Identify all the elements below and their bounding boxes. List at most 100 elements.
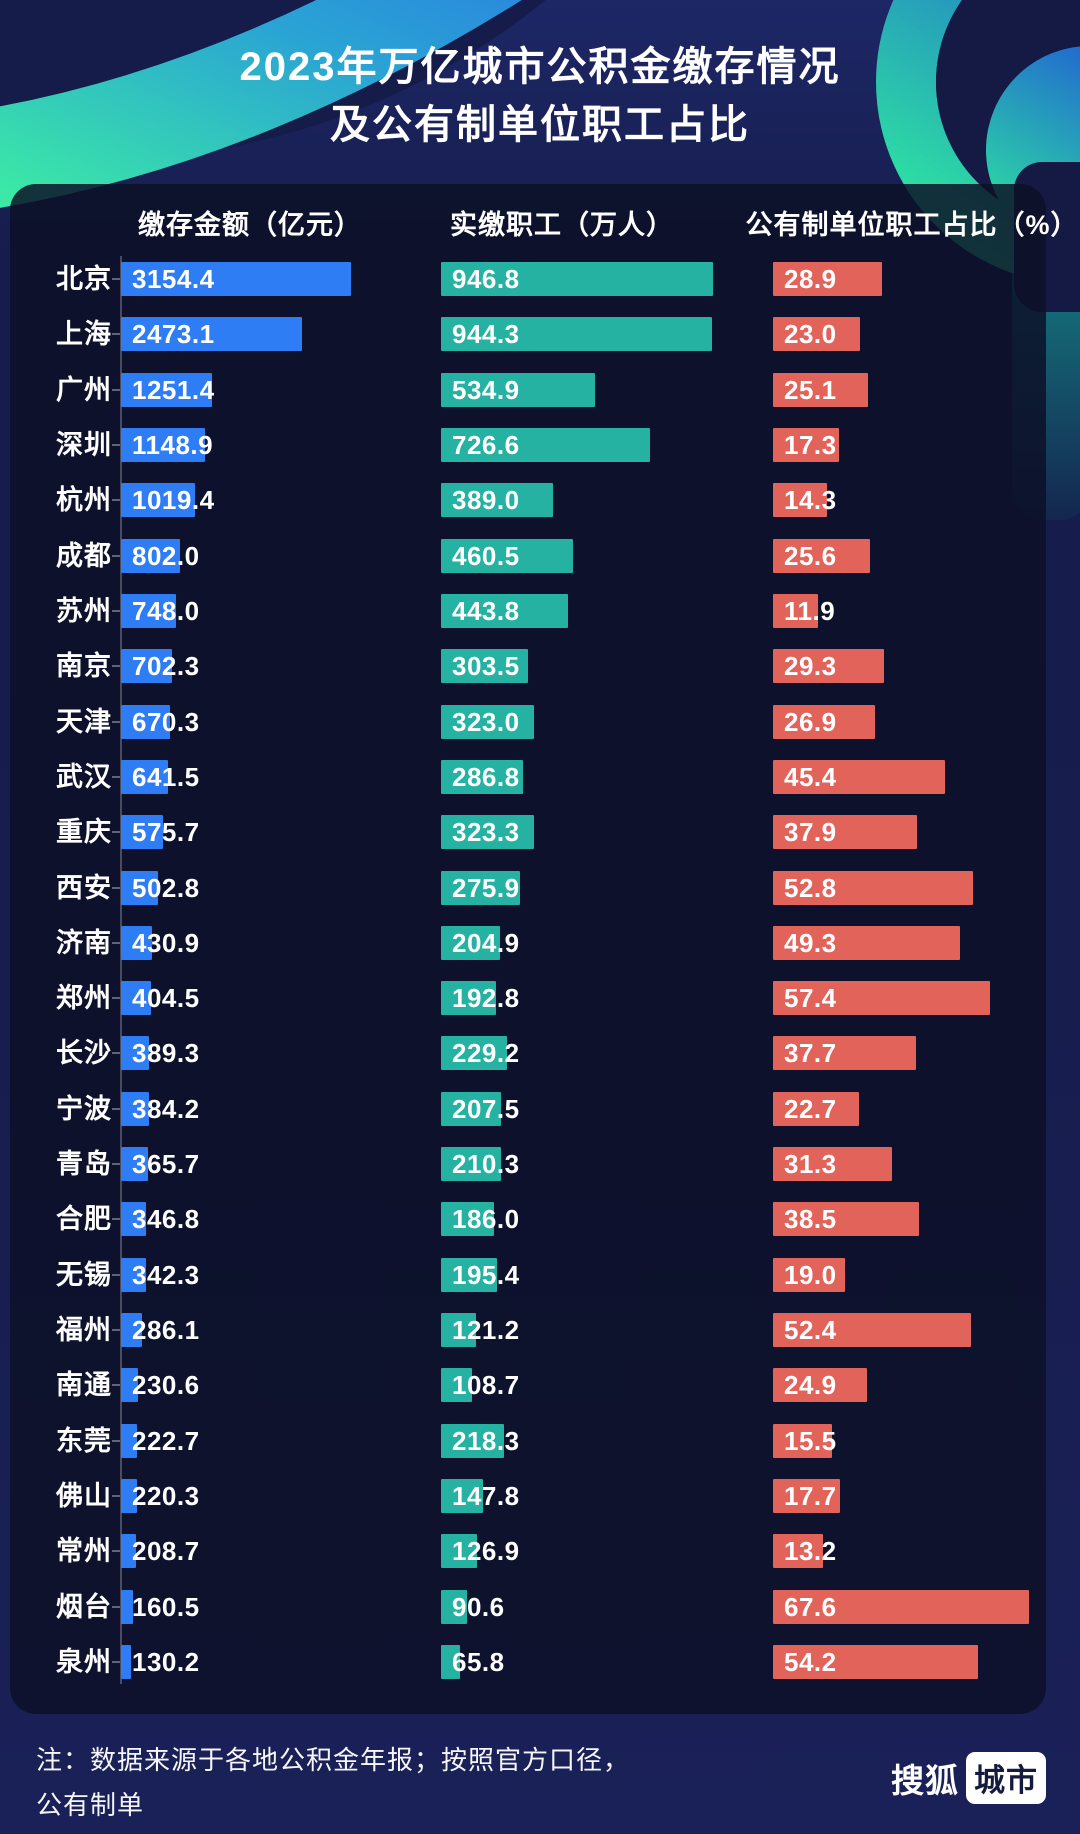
public-share-bar: [773, 870, 973, 905]
axis-tick: [112, 609, 120, 612]
city-label: 青岛: [56, 1149, 112, 1180]
employees-bar: [441, 1479, 484, 1514]
axis-tick: [112, 720, 120, 723]
axis-tick: [112, 1439, 120, 1442]
employees-bar: [441, 1257, 498, 1292]
employees-bar: [441, 1534, 478, 1569]
public-share-bar: [773, 1479, 841, 1514]
value-label: 22.7: [784, 1093, 837, 1124]
axis-tick: [112, 1273, 120, 1276]
chart-row: 无锡 342.3 195.4 19.0: [0, 1257, 1080, 1292]
axis-tick: [112, 1384, 120, 1387]
axis-tick: [112, 1495, 120, 1498]
chart-row: 上海 2473.1 944.3 23.0: [0, 317, 1080, 352]
employees-bar: [441, 1645, 460, 1679]
deposit-bar: [121, 1257, 146, 1292]
deposit-bar: [121, 870, 158, 905]
axis-tick: [112, 1550, 120, 1553]
public-share-bar: [773, 649, 884, 684]
chart-row: 重庆 575.7 323.3 37.9: [0, 815, 1080, 850]
value-label: 404.5: [132, 983, 200, 1014]
deposit-bar: [121, 649, 173, 684]
chart-row: 南京 702.3 303.5 29.3: [0, 649, 1080, 684]
value-label: 443.8: [452, 595, 520, 626]
value-label: 192.8: [452, 983, 520, 1014]
public-share-bar: [773, 262, 883, 296]
deposit-bar: [121, 427, 205, 462]
city-label: 南通: [56, 1370, 112, 1401]
chart-row: 苏州 748.0 443.8 11.9: [0, 593, 1080, 628]
value-label: 346.8: [132, 1204, 200, 1235]
axis-tick: [112, 1052, 120, 1055]
deposit-bar: [121, 1036, 150, 1071]
public-share-bar: [773, 759, 945, 794]
value-label: 26.9: [784, 706, 837, 737]
value-label: 31.3: [784, 1149, 837, 1180]
axis-tick: [112, 554, 120, 557]
value-label: 147.8: [452, 1481, 520, 1512]
city-label: 西安: [56, 872, 112, 903]
value-label: 126.9: [452, 1536, 520, 1567]
value-label: 67.6: [784, 1591, 837, 1622]
value-label: 121.2: [452, 1315, 520, 1346]
chart-row: 东莞 222.7 218.3 15.5: [0, 1423, 1080, 1458]
value-label: 11.9: [784, 595, 836, 626]
value-label: 323.3: [452, 817, 520, 848]
public-share-bar: [773, 815, 917, 850]
city-label: 上海: [56, 319, 112, 350]
value-label: 389.0: [452, 485, 520, 516]
value-label: 37.9: [784, 817, 837, 848]
deposit-bar: [121, 981, 151, 1016]
city-label: 天津: [56, 706, 112, 737]
chart-row: 青岛 365.7 210.3 31.3: [0, 1147, 1080, 1182]
public-share-bar: [773, 1202, 919, 1237]
public-share-bar: [773, 1534, 823, 1569]
deposit-bar: [121, 1479, 138, 1514]
footnote: 注：数据来源于各地公积金年报；按照官方口径，公有制单 位包括国家机关和事业单位、…: [36, 1738, 636, 1834]
value-label: 38.5: [784, 1204, 837, 1235]
value-label: 365.7: [132, 1149, 200, 1180]
public-share-bar: [773, 704, 875, 739]
city-label: 常州: [56, 1536, 112, 1567]
employees-bar: [441, 427, 650, 462]
value-label: 54.2: [784, 1647, 837, 1677]
public-share-bar: [773, 317, 861, 352]
value-label: 19.0: [784, 1259, 837, 1290]
axis-tick: [112, 997, 120, 1000]
value-label: 460.5: [452, 540, 520, 571]
city-label: 南京: [56, 651, 112, 682]
axis-tick: [112, 775, 120, 778]
employees-bar: [441, 815, 534, 850]
chart-row: 武汉 641.5 286.8 45.4: [0, 759, 1080, 794]
logo-text: 搜狐: [891, 1762, 959, 1799]
value-label: 207.5: [452, 1093, 520, 1124]
chart-row: 烟台 160.5 90.6 67.6: [0, 1589, 1080, 1624]
chart-row: 济南 430.9 204.9 49.3: [0, 925, 1080, 960]
value-label: 208.7: [132, 1536, 200, 1567]
employees-bar: [441, 1147, 502, 1182]
chart-row: 成都 802.0 460.5 25.6: [0, 538, 1080, 573]
deposit-bar: [121, 1534, 137, 1569]
employees-bar: [441, 317, 712, 352]
value-label: 230.6: [132, 1370, 200, 1401]
public-share-bar: [773, 483, 828, 518]
value-label: 52.4: [784, 1315, 837, 1346]
axis-tick: [112, 941, 120, 944]
value-label: 1019.4: [132, 485, 215, 516]
chart-row: 杭州 1019.4 389.0 14.3: [0, 483, 1080, 518]
value-label: 108.7: [452, 1370, 520, 1401]
public-share-bar: [773, 372, 869, 407]
employees-bar: [441, 1091, 501, 1126]
value-label: 534.9: [452, 374, 520, 405]
value-label: 45.4: [784, 761, 837, 792]
employees-bar: [441, 262, 713, 296]
value-label: 641.5: [132, 761, 200, 792]
value-label: 220.3: [132, 1481, 200, 1512]
axis-tick: [112, 1661, 120, 1663]
deposit-bar: [121, 483, 196, 518]
employees-bar: [441, 483, 553, 518]
employees-bar: [441, 981, 497, 1016]
column-header-employees: 实缴职工（万人）: [450, 210, 674, 240]
deposit-bar: [121, 317, 302, 352]
